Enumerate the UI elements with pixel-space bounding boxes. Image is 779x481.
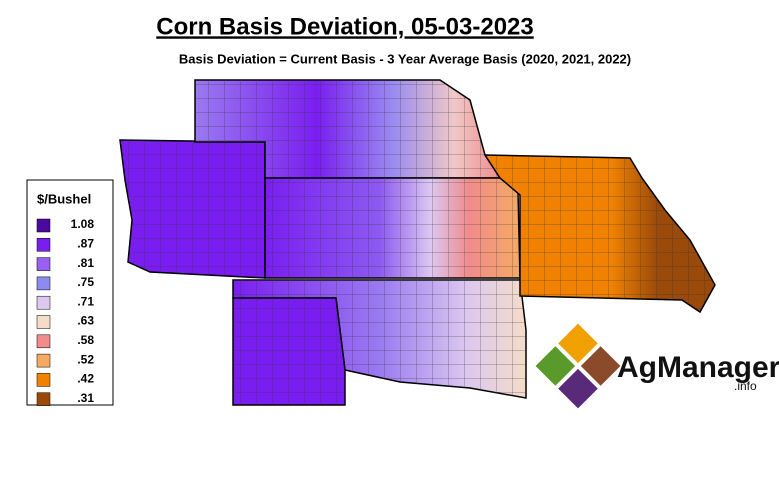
legend-items: 1.08 .87 .81 .75 .71 .63 .58 .52 .42 .31 (36, 217, 95, 406)
legend-swatch (36, 334, 51, 349)
logo-suffix: .info (734, 379, 757, 393)
logo: AgManager .info (535, 323, 779, 409)
map (119, 79, 716, 406)
legend-label: .52 (77, 352, 94, 366)
legend-swatch (36, 295, 51, 310)
legend-label: .31 (77, 391, 94, 405)
title: Corn Basis Deviation, 05-03-2023 (156, 13, 534, 40)
subtitle: Basis Deviation = Current Basis - 3 Year… (179, 51, 631, 66)
legend-label: 1.08 (71, 217, 95, 231)
legend-swatch (36, 353, 51, 368)
legend-swatch (36, 238, 51, 252)
legend-swatch (36, 218, 51, 233)
legend-label: .75 (77, 275, 94, 289)
legend-title: $/Bushel (37, 191, 91, 206)
legend-label: .71 (77, 294, 94, 308)
logo-name: AgManager (617, 351, 779, 384)
legend-label: .63 (77, 314, 94, 328)
legend-swatch (36, 315, 51, 329)
legend-label: .87 (77, 236, 94, 250)
legend-swatch (36, 373, 51, 387)
legend-box (26, 179, 114, 406)
legend-label: .58 (77, 333, 94, 347)
legend-swatch (36, 276, 51, 291)
legend-label: .42 (77, 372, 94, 386)
legend-label: .81 (77, 256, 94, 270)
legend-swatch (36, 392, 51, 406)
legend-swatch (36, 257, 51, 271)
